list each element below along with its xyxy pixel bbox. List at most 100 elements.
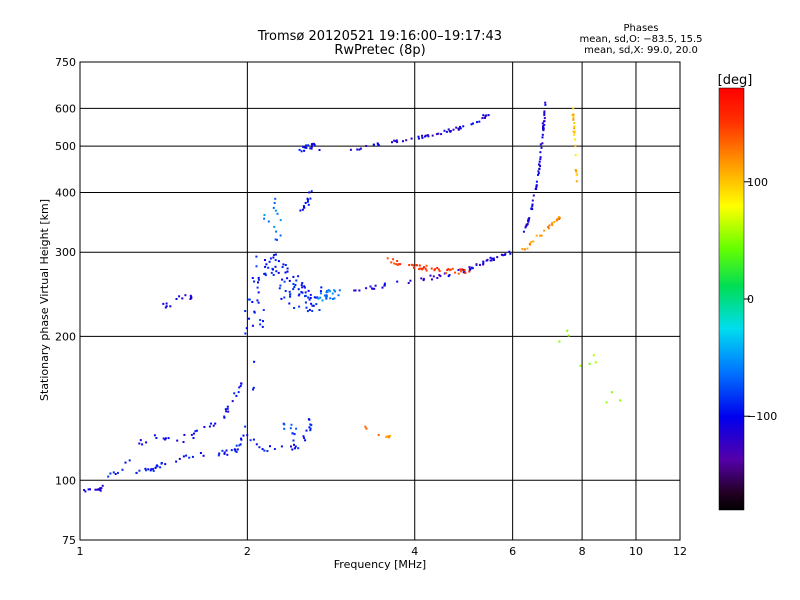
data-point — [451, 267, 454, 270]
data-point — [558, 218, 561, 220]
data-point — [417, 135, 420, 138]
data-point — [288, 279, 291, 282]
data-point — [468, 266, 471, 269]
data-point — [283, 423, 286, 426]
data-point — [454, 271, 456, 274]
data-point — [503, 253, 506, 256]
data-point — [543, 110, 546, 113]
data-point — [307, 289, 310, 292]
data-point — [459, 125, 461, 128]
data-point — [313, 296, 316, 299]
data-point — [279, 219, 282, 222]
data-point — [307, 198, 309, 201]
data-point — [487, 114, 490, 117]
data-point — [573, 131, 576, 134]
x-tick-label: 8 — [579, 545, 586, 558]
data-point — [405, 139, 408, 142]
data-point — [535, 186, 538, 189]
data-point — [291, 448, 294, 451]
data-point — [540, 146, 543, 149]
data-points — [83, 101, 622, 493]
data-point — [491, 257, 494, 260]
data-point — [99, 487, 102, 490]
data-point — [470, 123, 473, 126]
data-point — [141, 443, 144, 446]
data-point — [214, 422, 217, 425]
data-point — [315, 303, 318, 306]
data-point — [309, 197, 312, 200]
data-point — [386, 435, 389, 438]
data-point — [253, 360, 256, 363]
data-point — [261, 448, 264, 451]
x-tick-label: 10 — [629, 545, 643, 558]
data-point — [302, 435, 305, 438]
data-point — [502, 254, 505, 257]
data-point — [289, 427, 292, 430]
data-point — [258, 446, 261, 449]
data-point — [383, 282, 386, 285]
data-point — [390, 261, 393, 264]
data-point — [326, 290, 329, 293]
data-point — [443, 272, 446, 275]
data-point — [181, 297, 184, 300]
data-point — [399, 263, 402, 266]
data-point — [212, 424, 215, 427]
data-point — [245, 327, 248, 330]
data-point — [223, 416, 226, 419]
data-point — [257, 301, 260, 304]
data-point — [431, 134, 434, 137]
data-point — [269, 257, 272, 260]
data-point — [321, 299, 324, 302]
data-point — [313, 144, 316, 147]
data-point — [543, 229, 546, 232]
data-point — [89, 488, 91, 491]
data-point — [558, 340, 561, 343]
data-point — [100, 487, 103, 490]
data-point — [210, 422, 212, 425]
data-point — [274, 265, 277, 268]
data-point — [543, 112, 546, 115]
data-point — [217, 454, 220, 457]
data-point — [540, 234, 543, 237]
data-point — [539, 151, 542, 154]
data-point — [327, 289, 330, 292]
data-point — [145, 469, 147, 472]
data-point — [261, 325, 264, 328]
data-point — [376, 142, 379, 145]
data-point — [445, 130, 448, 133]
data-point — [293, 447, 296, 450]
data-point — [274, 238, 277, 241]
data-point — [267, 220, 270, 223]
data-point — [500, 253, 503, 256]
data-point — [293, 443, 295, 446]
data-point — [294, 445, 297, 448]
data-point — [482, 262, 485, 265]
data-point — [490, 259, 493, 262]
data-point — [496, 256, 499, 259]
colorbar — [718, 87, 745, 511]
data-point — [460, 270, 462, 273]
data-point — [471, 267, 474, 270]
data-point — [255, 443, 258, 446]
data-point — [156, 465, 159, 468]
data-point — [396, 263, 399, 266]
data-point — [437, 268, 440, 271]
data-point — [264, 272, 267, 275]
data-point — [304, 439, 307, 442]
data-point — [273, 254, 275, 256]
data-point — [305, 146, 308, 149]
data-point — [538, 160, 541, 163]
data-point — [530, 207, 533, 210]
data-point — [253, 280, 256, 283]
data-point — [309, 429, 312, 432]
data-point — [311, 304, 314, 307]
data-point — [176, 439, 179, 442]
data-point — [264, 274, 267, 277]
data-point — [543, 117, 546, 120]
data-point — [522, 230, 525, 233]
data-point — [233, 392, 236, 395]
data-point — [329, 290, 332, 293]
data-point — [469, 267, 472, 270]
data-point — [244, 425, 247, 428]
